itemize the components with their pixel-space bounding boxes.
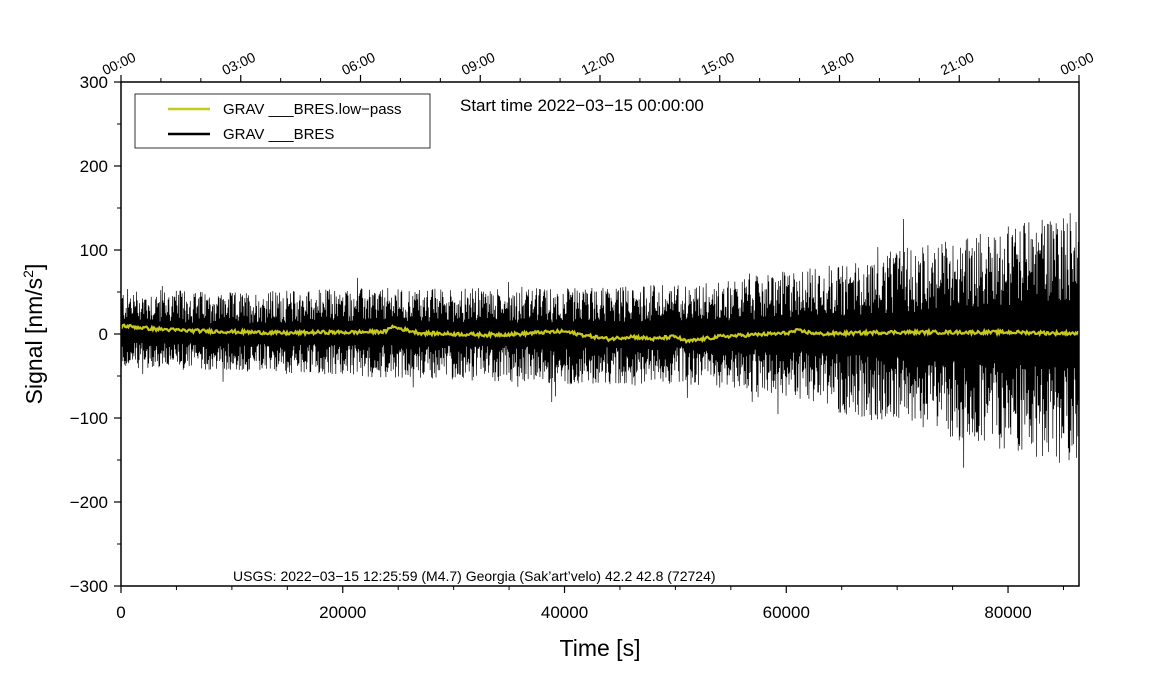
y-tick-label: 100 — [80, 241, 108, 260]
top-tick-label: 21:00 — [938, 49, 977, 78]
top-tick-label: 09:00 — [459, 49, 498, 78]
legend-label-lowpass: GRAV ___BRES.low−pass — [223, 101, 402, 118]
x-tick-label: 80000 — [984, 603, 1031, 622]
legend: GRAV ___BRES.low−pass GRAV ___BRES — [134, 93, 431, 149]
data-layer — [120, 213, 1080, 468]
top-tick-label: 06:00 — [339, 49, 378, 78]
x-axis: 0 20000 40000 60000 80000 — [116, 586, 1064, 622]
x-axis-title: Time [s] — [560, 635, 641, 661]
y-tick-label: 0 — [99, 325, 108, 344]
start-time-label: Start time 2022−03−15 00:00:00 — [460, 96, 704, 115]
x-tick-label: 60000 — [763, 603, 810, 622]
plot-area — [120, 81, 1080, 587]
y-axis: 300 200 100 0 −100 −200 −300 — [70, 73, 121, 596]
y-axis-title-tail: ] — [21, 264, 47, 270]
y-tick-label: −200 — [70, 493, 108, 512]
top-time-axis: 00:00 03:00 06:00 09:00 12:00 15:00 18:00 21:00… — [100, 49, 1097, 82]
y-tick-label: −100 — [70, 409, 108, 428]
top-tick-label: 00:00 — [1058, 49, 1097, 78]
legend-label-raw: GRAV ___BRES — [223, 126, 334, 143]
legend-box — [134, 93, 431, 149]
y-tick-label: 200 — [80, 157, 108, 176]
event-annotation: USGS: 2022−03−15 12:25:59 (M4.7) Georgia… — [233, 568, 716, 584]
series-line-lowpass — [120, 323, 1080, 345]
x-tick-label: 20000 — [319, 603, 366, 622]
x-tick-label: 40000 — [541, 603, 588, 622]
top-tick-label: 15:00 — [698, 49, 737, 78]
y-axis-title: Signal [nm/s2] — [20, 264, 47, 405]
y-tick-label: 300 — [80, 73, 108, 92]
x-tick-label: 0 — [116, 603, 125, 622]
top-tick-label: 18:00 — [818, 49, 857, 78]
top-tick-label: 03:00 — [219, 49, 258, 78]
y-tick-label: −300 — [70, 577, 108, 596]
y-axis-title-main: Signal [nm/s — [21, 278, 47, 405]
y-axis-title-sup: 2 — [20, 270, 36, 278]
top-tick-label: 12:00 — [579, 49, 618, 78]
